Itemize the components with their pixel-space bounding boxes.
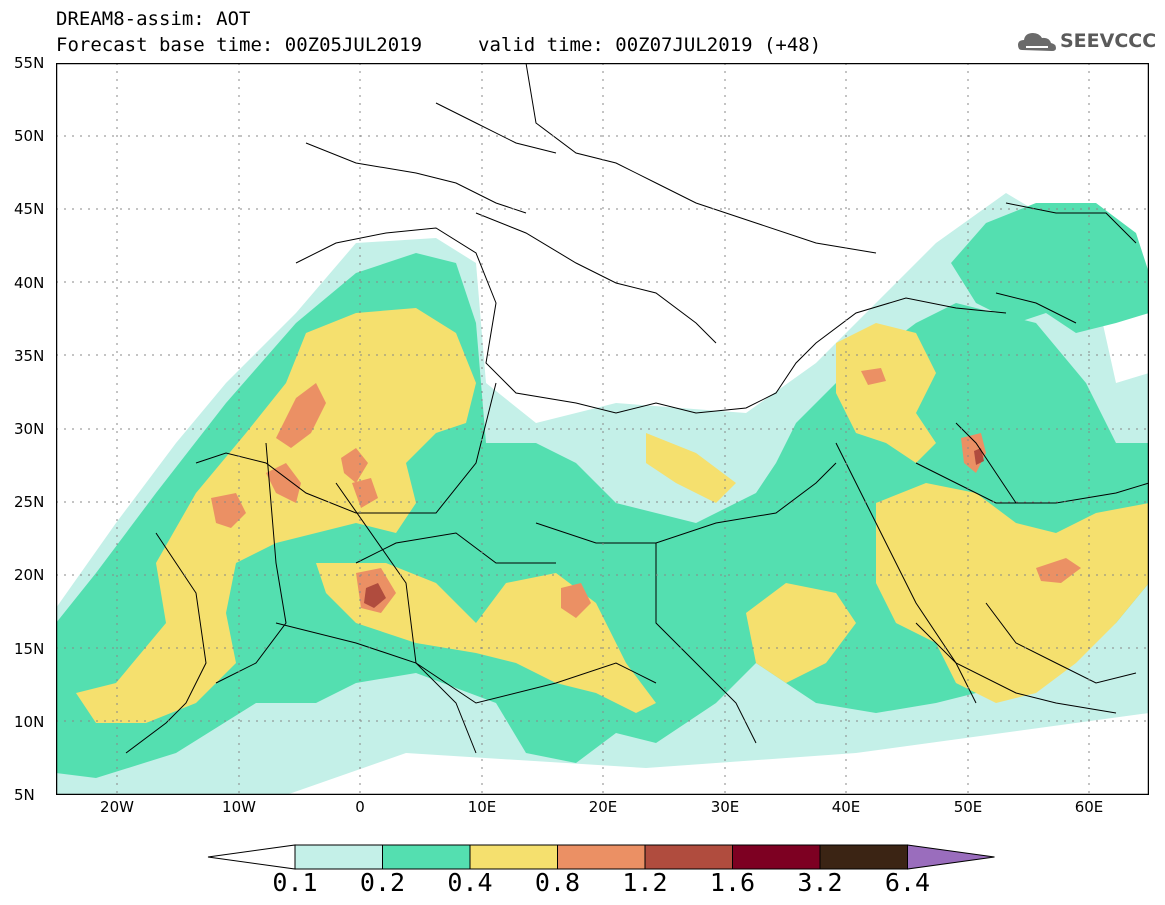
coastlines	[125, 63, 1149, 754]
colorbar-segment	[819, 844, 908, 870]
lat-label: 30N	[14, 420, 45, 438]
lon-label: 40E	[831, 798, 861, 816]
colorbar-segment	[644, 844, 733, 870]
lat-label: 25N	[14, 493, 45, 512]
colorbar-segment	[294, 844, 383, 870]
colorbar-label: 0.8	[534, 868, 581, 897]
lat-label: 20N	[14, 566, 45, 585]
lon-label: 30E	[710, 798, 740, 816]
colorbar-segment	[557, 844, 646, 870]
lat-label: 10N	[14, 712, 45, 731]
lat-label: 50N	[14, 127, 45, 146]
lon-label: 50E	[953, 798, 983, 816]
colorbar-segment	[382, 844, 471, 870]
colorbar-segment	[732, 844, 821, 870]
colorbar-segment	[469, 844, 558, 870]
lon-label: 0	[355, 798, 365, 816]
lon-label: 20W	[100, 798, 134, 816]
colorbar-label: 1.2	[622, 868, 668, 897]
lon-label: 10E	[467, 798, 497, 816]
lon-label: 20E	[588, 798, 618, 816]
colorbar	[207, 844, 995, 870]
colorbar-label: 3.2	[797, 868, 843, 897]
lat-label: 55N	[14, 54, 45, 72]
lat-label: 5N	[14, 786, 35, 804]
colorbar-label: 6.4	[884, 868, 931, 897]
cloud-logo-icon	[1018, 33, 1056, 51]
aot-level-1.2	[364, 448, 984, 608]
map-title: DREAM8-assim: AOT	[56, 8, 251, 30]
lon-label: 10W	[222, 798, 256, 816]
logo-text: SEEVCCC	[1060, 30, 1157, 52]
lon-label: 60E	[1074, 798, 1104, 816]
lat-label: 35N	[14, 346, 45, 365]
colorbar-segment	[207, 844, 296, 870]
lat-label: 15N	[14, 639, 45, 658]
lat-label: 45N	[14, 200, 45, 219]
aot-map	[56, 63, 1149, 795]
colorbar-label: 1.6	[709, 868, 756, 897]
forecast-base-time: Forecast base time: 00Z05JUL2019	[56, 34, 423, 56]
lat-label: 40N	[14, 273, 45, 292]
graticule	[56, 63, 1149, 795]
colorbar-label: 0.1	[272, 868, 318, 897]
colorbar-label: 0.2	[359, 868, 406, 897]
colorbar-label: 0.4	[447, 868, 493, 897]
colorbar-segment	[907, 844, 995, 870]
valid-time: valid time: 00Z07JUL2019 (+48)	[478, 34, 822, 56]
